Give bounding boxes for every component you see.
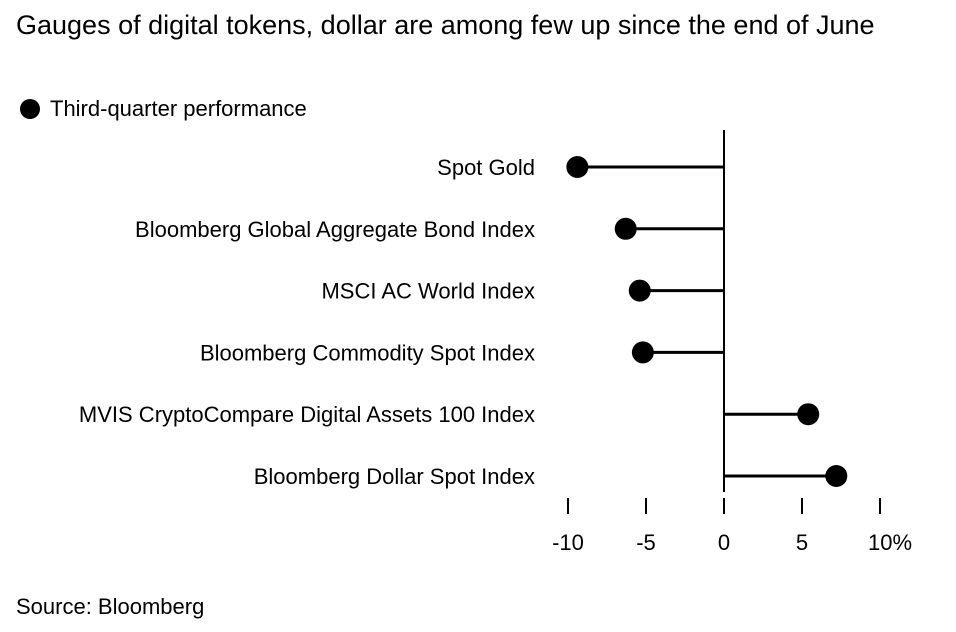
lollipop-dot	[631, 341, 654, 364]
x-tick-label: 0	[718, 530, 730, 555]
chart-title: Gauges of digital tokens, dollar are amo…	[16, 10, 875, 40]
lollipop-dot	[797, 403, 820, 426]
lollipop-dot	[825, 465, 848, 487]
legend: Third-quarter performance	[20, 96, 307, 122]
x-tick-label: 5	[796, 530, 808, 555]
category-label: Spot Gold	[437, 155, 535, 180]
category-label: MSCI AC World Index	[321, 279, 535, 304]
x-tick-label: -5	[636, 530, 656, 555]
x-tick-label: -10	[552, 530, 584, 555]
lollipop-dot	[566, 156, 589, 178]
category-label: Bloomberg Dollar Spot Index	[254, 464, 535, 489]
category-label: Bloomberg Commodity Spot Index	[200, 340, 535, 365]
category-label: Bloomberg Global Aggregate Bond Index	[135, 217, 535, 242]
legend-marker-circle	[20, 99, 40, 119]
source-note: Source: Bloomberg	[16, 594, 205, 619]
lollipop-dot	[614, 217, 637, 240]
category-label: MVIS CryptoCompare Digital Assets 100 In…	[79, 402, 535, 427]
legend-label: Third-quarter performance	[50, 96, 307, 121]
x-tick-label: 10%	[868, 530, 912, 555]
lollipop-dot	[628, 279, 651, 302]
